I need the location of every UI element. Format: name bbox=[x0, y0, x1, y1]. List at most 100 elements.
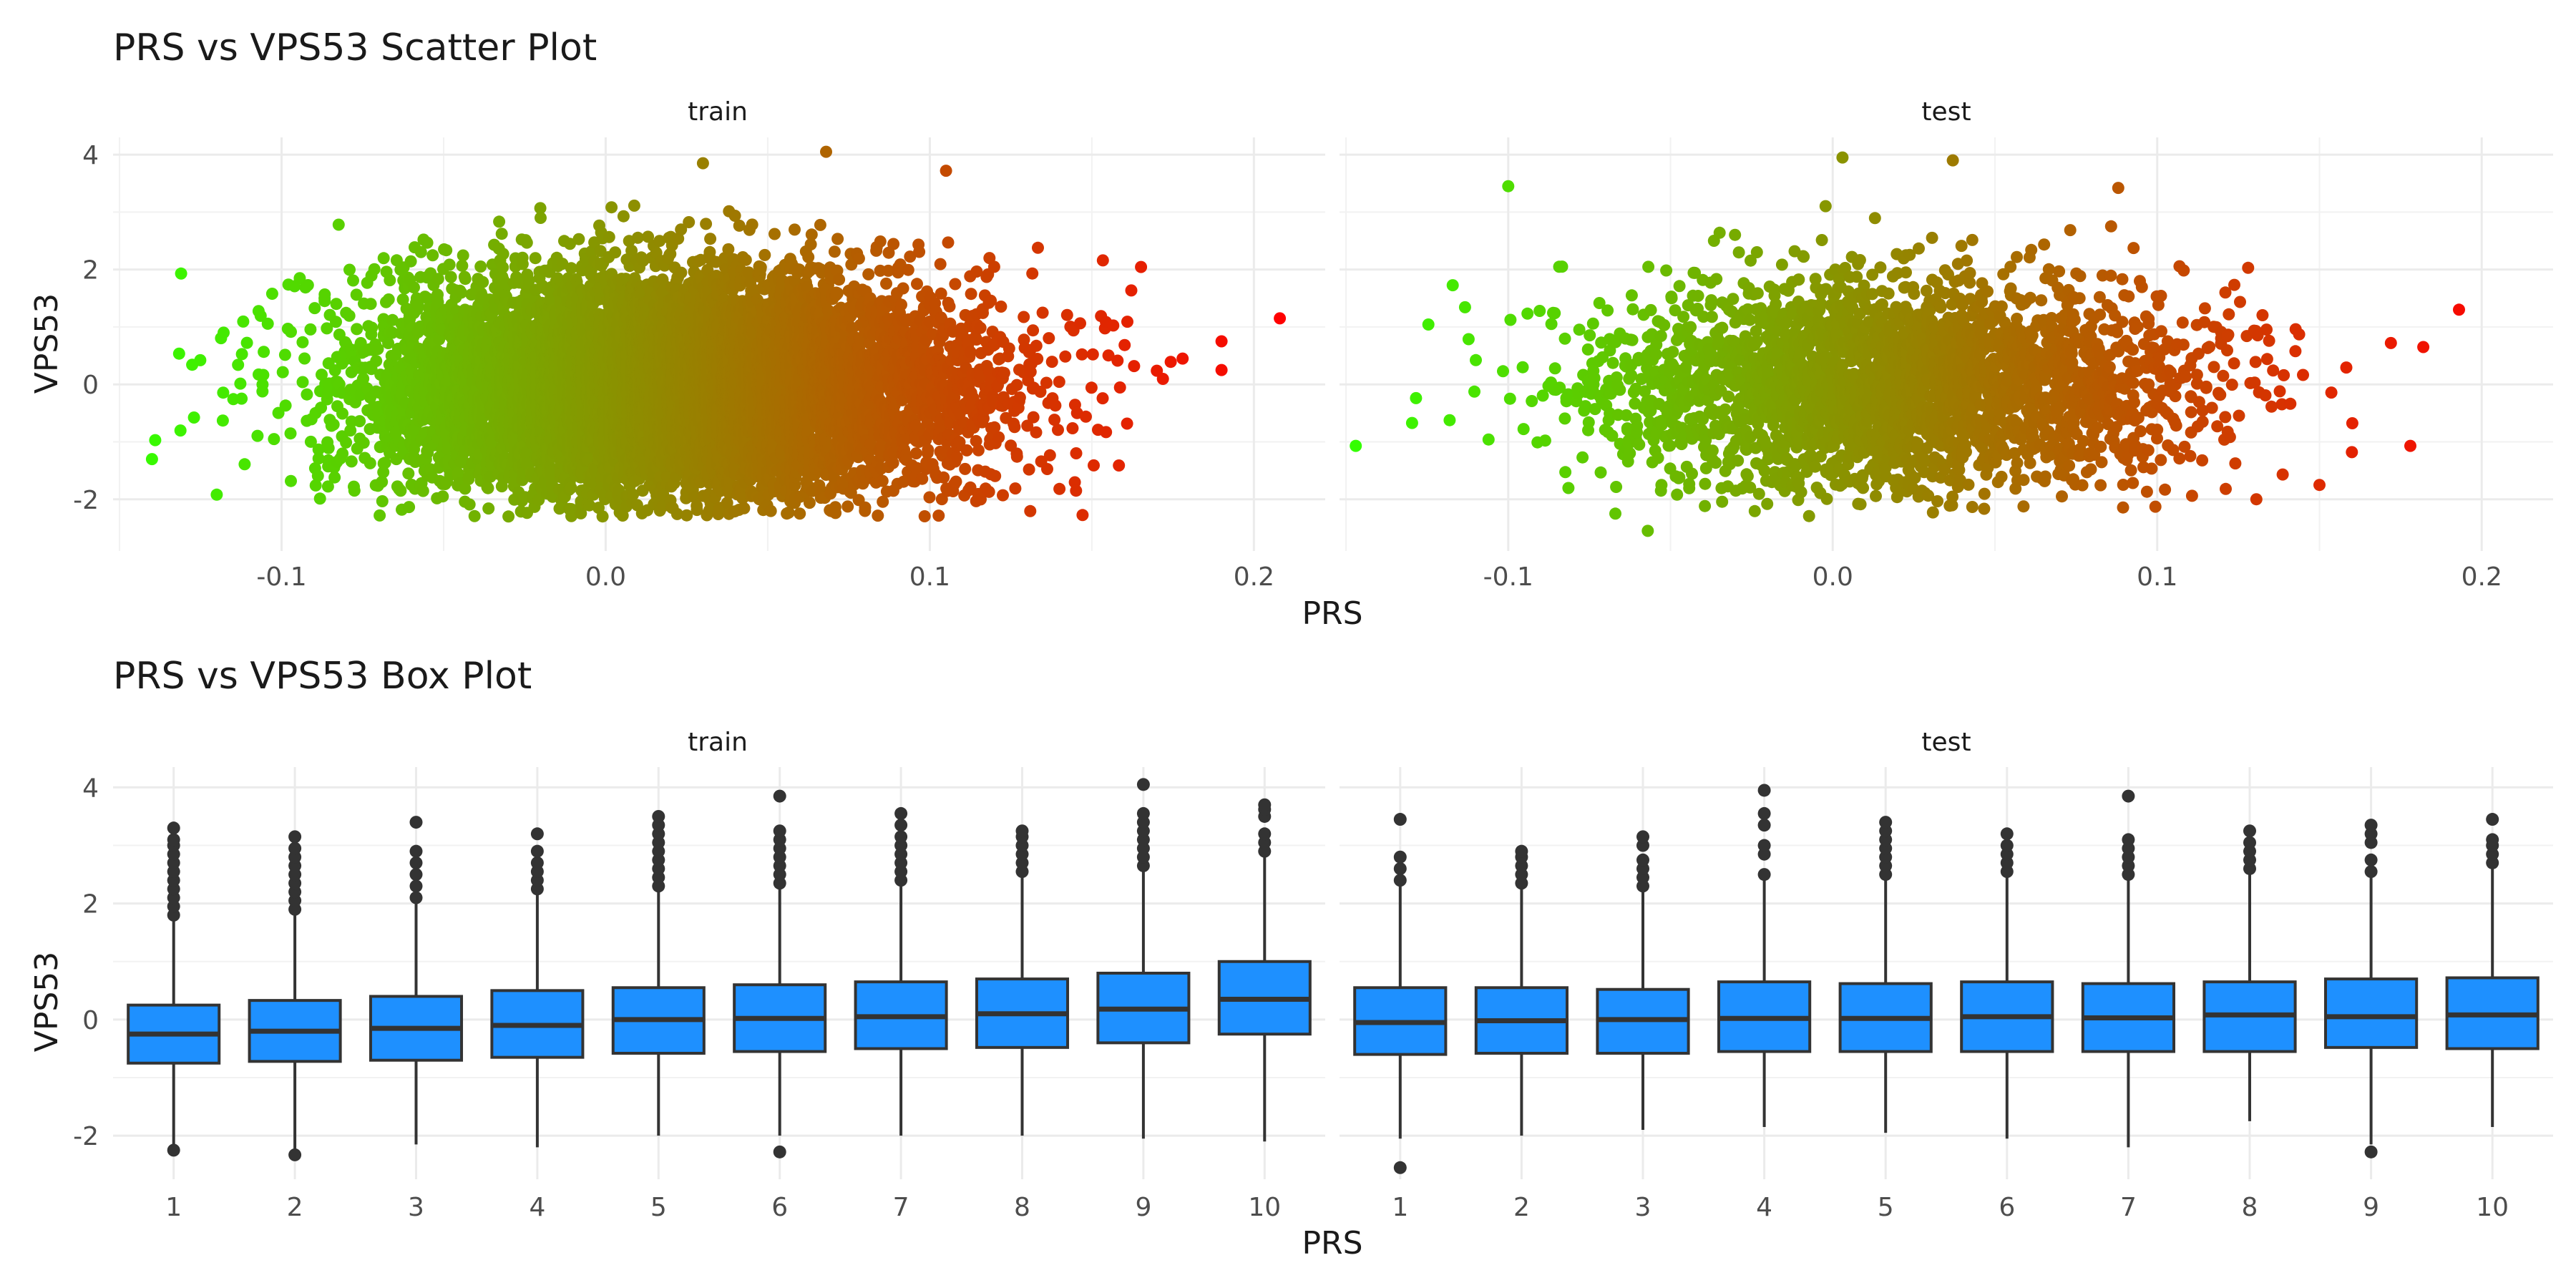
scatter-point bbox=[251, 429, 264, 442]
scatter-point bbox=[368, 263, 381, 275]
scatter-point bbox=[357, 372, 370, 385]
scatter-point bbox=[493, 215, 506, 228]
scatter-point bbox=[609, 246, 622, 259]
scatter-point bbox=[565, 262, 577, 275]
scatter-point bbox=[234, 377, 247, 390]
scatter-point bbox=[322, 441, 335, 454]
scatter-facet-label-test: test bbox=[1921, 97, 1971, 127]
scatter-point bbox=[298, 352, 311, 365]
scatter-point bbox=[366, 321, 379, 334]
scatter-point bbox=[421, 292, 434, 305]
scatter-point bbox=[284, 427, 297, 440]
scatter-point bbox=[345, 455, 358, 468]
scatter-point bbox=[602, 230, 615, 243]
scatter-point bbox=[351, 323, 364, 336]
scatter-point bbox=[459, 482, 472, 495]
scatter-point bbox=[232, 358, 245, 371]
scatter-point bbox=[308, 302, 321, 315]
scatter-point bbox=[336, 407, 348, 420]
scatter-point bbox=[312, 443, 325, 456]
scatter-point bbox=[217, 386, 230, 399]
scatter-y-axis-title: VPS53 bbox=[29, 293, 65, 394]
scatter-point bbox=[321, 480, 334, 493]
scatter-point bbox=[350, 288, 363, 301]
scatter-point bbox=[628, 199, 640, 212]
scatter-point bbox=[285, 326, 297, 338]
scatter-point bbox=[313, 492, 326, 505]
scatter-point bbox=[396, 293, 409, 306]
scatter-point bbox=[443, 258, 456, 271]
scatter-point bbox=[376, 495, 389, 507]
scatter-point bbox=[565, 482, 577, 494]
scatter-point bbox=[605, 201, 618, 214]
scatter-point bbox=[382, 337, 394, 349]
scatter-point bbox=[459, 273, 472, 286]
scatter-point bbox=[279, 399, 292, 412]
scatter-point bbox=[402, 467, 415, 480]
scatter-point bbox=[343, 309, 356, 322]
scatter-point bbox=[316, 369, 328, 381]
scatter-point bbox=[520, 236, 533, 249]
box-facet-label-test: test bbox=[1921, 728, 1971, 757]
scatter-point bbox=[364, 298, 377, 311]
scatter-point bbox=[482, 482, 494, 494]
scatter-point bbox=[502, 510, 515, 523]
scatter-point bbox=[370, 355, 383, 367]
scatter-point bbox=[235, 392, 248, 405]
scatter-point bbox=[416, 484, 429, 497]
scatter-point bbox=[376, 476, 389, 488]
scatter-point bbox=[456, 259, 469, 272]
scatter-point bbox=[304, 435, 317, 448]
scatter-point bbox=[457, 249, 469, 262]
box-x-axis-title: PRS bbox=[1302, 1225, 1362, 1262]
scatter-point bbox=[304, 323, 317, 336]
scatter-point bbox=[309, 479, 322, 492]
scatter-point bbox=[254, 309, 267, 322]
scatter-point bbox=[296, 376, 309, 389]
scatter-point bbox=[265, 288, 278, 300]
scatter-point bbox=[444, 270, 457, 283]
scatter-point bbox=[431, 273, 444, 286]
scatter-points-train bbox=[145, 145, 1287, 523]
scatter-point bbox=[278, 348, 291, 361]
scatter-point bbox=[240, 336, 253, 349]
scatter-point bbox=[431, 296, 444, 308]
box-y-axis-title: VPS53 bbox=[29, 952, 65, 1053]
scatter-point bbox=[348, 484, 361, 497]
scatter-point bbox=[328, 471, 341, 484]
scatter-point bbox=[322, 386, 335, 399]
scatter-point bbox=[261, 317, 274, 330]
scatter-point bbox=[172, 347, 185, 360]
scatter-point bbox=[218, 326, 230, 339]
scatter-point bbox=[149, 434, 162, 447]
scatter-point bbox=[529, 252, 542, 265]
scatter-point bbox=[285, 474, 297, 487]
scatter-point bbox=[495, 228, 508, 240]
scatter-point bbox=[468, 509, 481, 522]
scatter-point bbox=[353, 415, 366, 428]
scatter-point bbox=[344, 424, 357, 437]
scatter-plot-title: PRS vs VPS53 Scatter Plot bbox=[113, 26, 597, 69]
scatter-point bbox=[327, 418, 340, 431]
scatter-point bbox=[301, 279, 314, 291]
scatter-point bbox=[596, 510, 609, 523]
scatter-point bbox=[318, 288, 331, 301]
scatter-point bbox=[268, 433, 280, 446]
scatter-point bbox=[364, 457, 376, 469]
scatter-point bbox=[257, 369, 270, 381]
scatter-point bbox=[235, 348, 248, 361]
scatter-point bbox=[535, 212, 547, 224]
scatter-point bbox=[403, 501, 416, 514]
scatter-point bbox=[301, 388, 313, 401]
scatter-point bbox=[371, 343, 384, 356]
scatter-point bbox=[194, 353, 207, 366]
scatter-point bbox=[497, 248, 509, 260]
scatter-point bbox=[340, 436, 353, 449]
scatter-point bbox=[175, 267, 187, 280]
scatter-point bbox=[336, 447, 349, 460]
scatter-point bbox=[210, 488, 223, 501]
scatter-point bbox=[145, 453, 158, 466]
scatter-point bbox=[311, 469, 324, 482]
scatter-point bbox=[572, 233, 585, 245]
